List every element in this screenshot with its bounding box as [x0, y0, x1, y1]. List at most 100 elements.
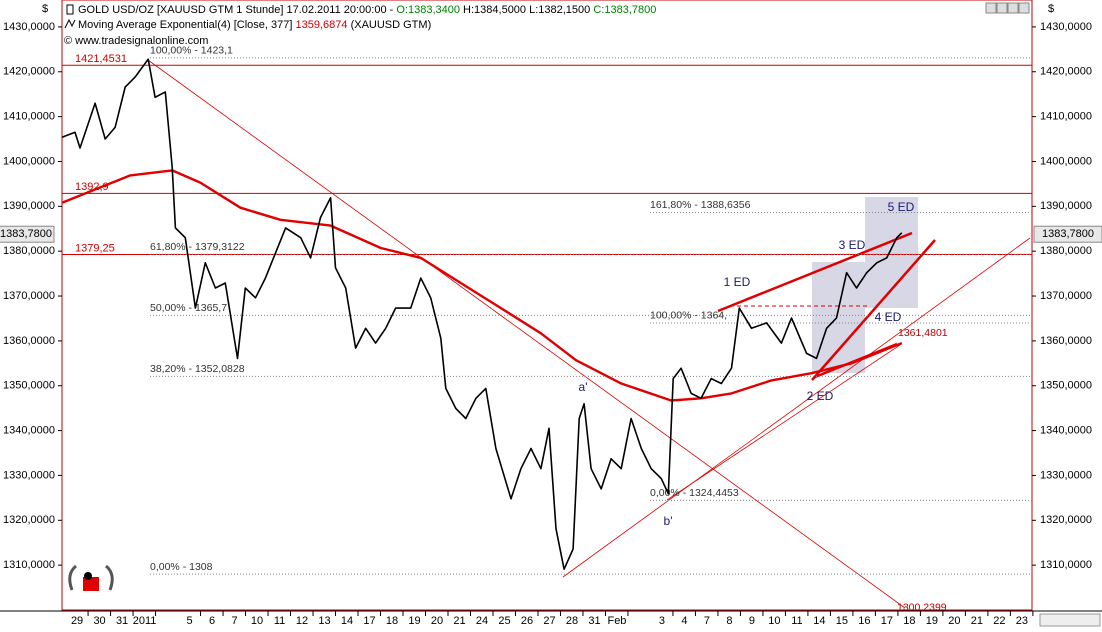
y-tick-label: 1360,0000 — [3, 335, 55, 347]
button[interactable] — [1018, 2, 1030, 14]
logo — [68, 564, 114, 591]
x-tick-label: 4 — [681, 615, 687, 627]
fib-label: 38,20% - 1352,0828 — [150, 363, 245, 375]
y-tick-label: 1390,0000 — [3, 200, 55, 212]
y-tick-label: 1370,0000 — [3, 290, 55, 302]
wave-label: 2 ED — [807, 389, 834, 403]
copyright: © www.tradesignalonline.com — [64, 35, 208, 47]
currency-left: $ — [42, 3, 48, 15]
y-tick-label: 1350,0000 — [3, 380, 55, 392]
x-tick-label: 20 — [431, 615, 443, 627]
x-tick-label: 11 — [791, 615, 802, 627]
x-tick-label: 28 — [566, 615, 578, 627]
wave-label: 1 ED — [724, 275, 751, 289]
fib-label: 50,00% - 1365,7 — [150, 302, 227, 314]
x-tick-label: 21 — [453, 615, 465, 627]
x-tick-label: 19 — [926, 615, 938, 627]
trendline — [147, 59, 906, 609]
trendline — [811, 239, 936, 381]
scrollbar[interactable] — [1039, 613, 1101, 627]
fib-label: 100,00% - 1364, — [650, 310, 727, 322]
level-label: 1379,25 — [75, 242, 115, 254]
x-tick-label: 10 — [251, 615, 263, 627]
wave-label: 3 ED — [839, 238, 866, 252]
series-line — [61, 58, 903, 570]
series-name: Moving Average Exponential(4) [Close, 37… — [78, 19, 292, 31]
fib-label: 161,80% - 1388,6356 — [650, 199, 751, 211]
y-tick-label: 1320,0000 — [3, 514, 55, 526]
y-tick-label: 1400,0000 — [3, 155, 55, 167]
line-end-label: 1300,2399 — [897, 602, 947, 614]
y-tick-label: 1340,0000 — [3, 424, 55, 436]
wave-label: a' — [579, 380, 588, 394]
x-tick-label: 31 — [588, 615, 600, 627]
series-name: GOLD USD/OZ — [78, 4, 154, 16]
x-tick-label: 22 — [993, 615, 1005, 627]
scroll-icons — [1039, 613, 1101, 627]
x-tick-label: 31 — [116, 615, 128, 627]
x-tick-label: 21 — [971, 615, 983, 627]
x-tick-label: 14 — [341, 615, 353, 627]
y-tick-label: 1430,0000 — [1040, 21, 1092, 33]
x-tick-label: 18 — [903, 615, 915, 627]
y-tick-label: 1310,0000 — [3, 559, 55, 571]
y-tick-label: 1380,0000 — [1040, 245, 1092, 257]
ma-icon — [64, 18, 76, 29]
open: O:1383,3400 — [396, 4, 460, 16]
fib-label: 100,00% - 1423,1 — [150, 45, 233, 57]
level-label: 1392,9 — [75, 181, 109, 193]
x-tick-label: 14 — [813, 615, 825, 627]
x-tick-label: 29 — [71, 615, 83, 627]
x-tick-label: 18 — [386, 615, 398, 627]
y-tick-label: 1350,0000 — [1040, 380, 1092, 392]
series — [61, 58, 903, 570]
y-tick-label: 1330,0000 — [3, 469, 55, 481]
close: C:1383,7800 — [593, 4, 656, 16]
x-tick-label: 2011 — [133, 615, 157, 627]
x-tick-label: 24 — [476, 615, 488, 627]
x-tick-label: 7 — [704, 615, 710, 627]
fib-label: 0,00% - 1324,4453 — [650, 487, 739, 499]
y-tick-label: 1400,0000 — [1040, 155, 1092, 167]
annotations: 1300,2399 1361,4801 a' b' 1 ED 2 ED 3 ED 4 ED 5 … — [579, 200, 948, 614]
y-tick-label: 1390,0000 — [1040, 200, 1092, 212]
button[interactable] — [1007, 2, 1019, 14]
y-tick-label: 1410,0000 — [1040, 111, 1092, 123]
price-tag-label: 1383,7800 — [0, 228, 52, 240]
y-tick-label: 1340,0000 — [1040, 424, 1092, 436]
header-line: Moving Average Exponential(4) [Close, 37… — [78, 19, 431, 31]
price-tag — [1033, 225, 1102, 243]
x-tick-label: 3 — [659, 615, 665, 627]
x-tick-label: 12 — [296, 615, 308, 627]
price-tag — [0, 225, 55, 243]
x-tick-label: 10 — [768, 615, 780, 627]
x-tick-label: 25 — [498, 615, 510, 627]
y-tick-label: 1420,0000 — [1040, 66, 1092, 78]
levels: 1421,4531 1392,9 1379,25 100,00% - 1423,1 61… — [62, 45, 1032, 575]
ma-source: (XAUUSD GTM) — [351, 19, 432, 31]
level-label: 1421,4531 — [75, 53, 127, 65]
y-tick-label: 1410,0000 — [3, 111, 55, 123]
button[interactable] — [996, 2, 1008, 14]
ma-last: 1359,6874 — [296, 19, 348, 31]
x-tick-label: 23 — [1016, 615, 1028, 627]
fib-label: 0,00% - 1308 — [150, 561, 213, 573]
trendline — [666, 344, 901, 501]
bar-icon — [66, 4, 74, 15]
x-tick-label: 20 — [948, 615, 960, 627]
y-tick-label: 1310,0000 — [1040, 559, 1092, 571]
instrument: [XAUUSD GTM 1 Stunde] 17.02.2011 20:00:0… — [157, 4, 394, 16]
x-tick-label: 11 — [274, 615, 285, 627]
wave-label: 4 ED — [875, 310, 902, 324]
wave-box — [812, 262, 865, 373]
fib-label: 61,80% - 1379,3122 — [150, 241, 245, 253]
y-tick-label: 1420,0000 — [3, 66, 55, 78]
x-tick-label: 19 — [408, 615, 420, 627]
x-tick-label: 16 — [858, 615, 870, 627]
series-line — [61, 169, 903, 402]
button[interactable] — [985, 2, 997, 14]
x-tick-label: 7 — [231, 615, 237, 627]
